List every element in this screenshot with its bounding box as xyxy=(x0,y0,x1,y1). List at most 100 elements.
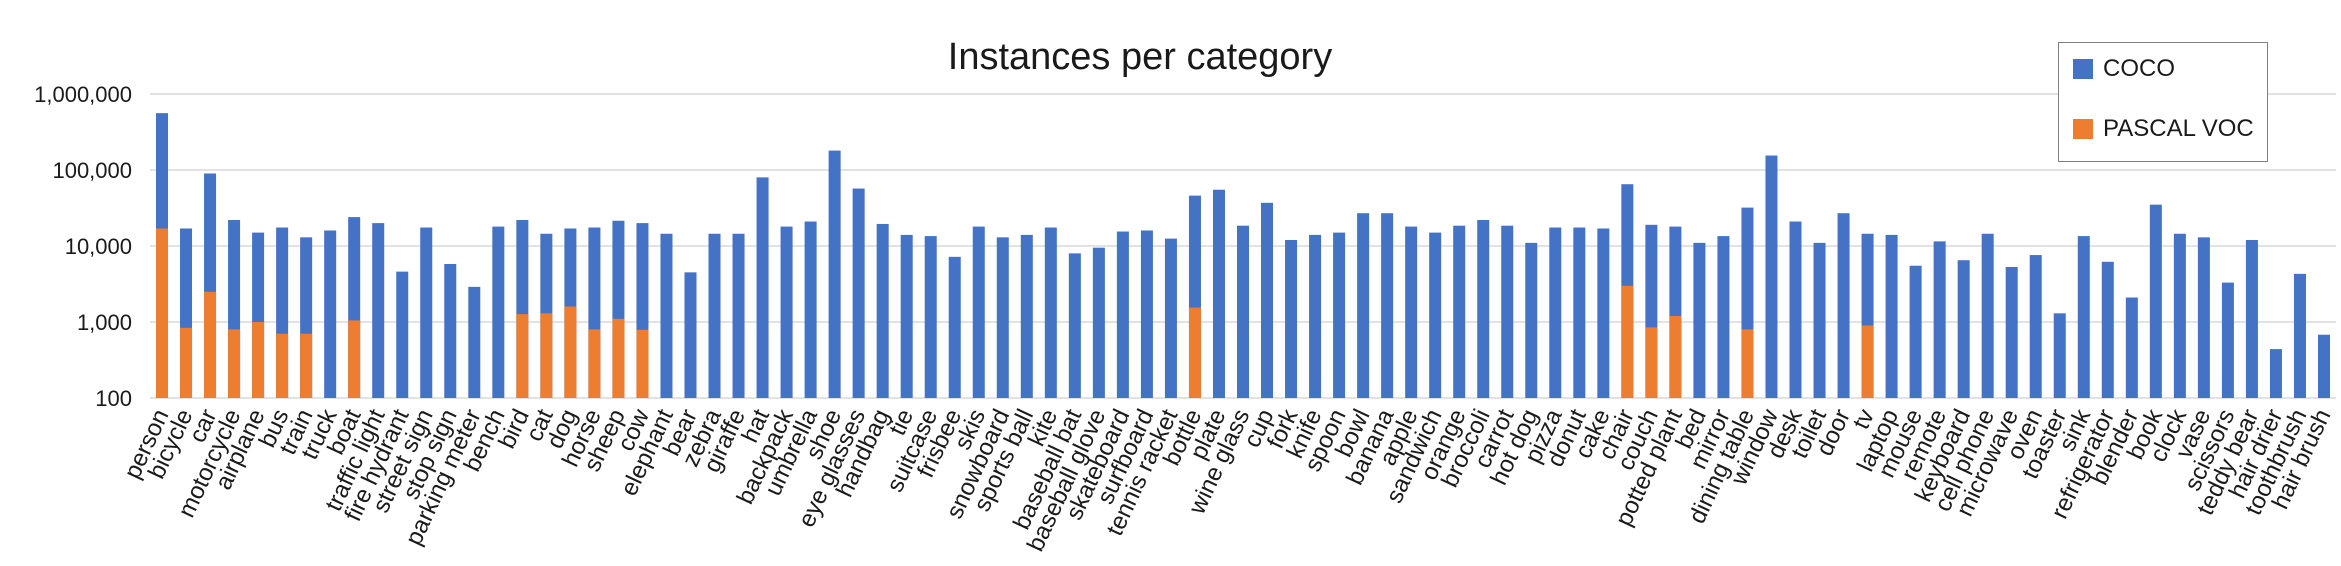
bar-coco xyxy=(372,223,385,398)
bar-pascal-voc xyxy=(1669,315,1682,398)
bar-coco xyxy=(1333,232,1346,398)
bars xyxy=(156,113,2330,399)
bar-coco xyxy=(996,237,1009,398)
bar-pascal-voc xyxy=(636,329,649,398)
bar-pascal-voc xyxy=(1188,307,1201,398)
bar-coco xyxy=(780,226,793,398)
y-tick-label: 100 xyxy=(95,386,132,411)
bar-coco xyxy=(1212,189,1225,398)
bar-coco xyxy=(2125,297,2138,398)
bar-pascal-voc xyxy=(300,333,313,398)
legend-label-pascal-voc: PASCAL VOC xyxy=(2103,115,2254,142)
bar-coco xyxy=(852,188,865,398)
bar-coco xyxy=(2005,266,2018,398)
bar-coco xyxy=(1309,234,1322,398)
legend-item-pascal-voc: PASCAL VOC xyxy=(2073,113,2254,145)
bar-coco xyxy=(2053,313,2066,398)
bar-pascal-voc xyxy=(588,329,601,398)
bar-coco xyxy=(1765,155,1778,398)
bar-coco xyxy=(1164,238,1177,398)
bar-coco xyxy=(1477,219,1490,398)
x-axis-ticks: personbicyclecarmotorcycleairplanebustra… xyxy=(119,404,2336,555)
bar-coco xyxy=(2077,236,2090,398)
bar-pascal-voc xyxy=(252,322,265,398)
bar-coco xyxy=(756,177,769,398)
bar-coco xyxy=(900,234,913,398)
bar-pascal-voc xyxy=(1741,329,1754,398)
bar-coco xyxy=(1525,242,1538,398)
bar-coco xyxy=(2293,273,2306,398)
bar-coco xyxy=(1261,202,1274,398)
y-axis-ticks: 100 1,000 10,000 100,000 1,000,000 xyxy=(34,82,132,411)
y-tick-label: 1,000,000 xyxy=(34,82,132,107)
bar-coco xyxy=(684,272,697,398)
bar-pascal-voc xyxy=(612,318,625,398)
bar-coco xyxy=(732,233,745,398)
bar-coco xyxy=(1885,234,1898,398)
bar-coco xyxy=(1957,260,1970,398)
y-tick-label: 100,000 xyxy=(52,158,132,183)
bar-coco xyxy=(1044,227,1057,398)
bar-coco xyxy=(1020,234,1033,398)
bar-coco xyxy=(2245,239,2258,398)
bar-coco xyxy=(1597,228,1610,398)
bar-coco xyxy=(2197,237,2210,398)
bar-coco xyxy=(1381,213,1394,398)
bar-pascal-voc xyxy=(276,333,289,398)
bar-coco xyxy=(1693,242,1706,398)
bar-coco xyxy=(1116,231,1129,398)
bar-coco xyxy=(1068,253,1081,398)
bar-coco xyxy=(1573,227,1586,398)
bar-coco xyxy=(1909,265,1922,398)
bar-coco xyxy=(2149,204,2162,398)
bar-pascal-voc xyxy=(516,314,529,398)
bar-coco xyxy=(324,230,337,398)
legend-swatch-pascal-voc xyxy=(2073,119,2093,139)
bar-coco xyxy=(2101,261,2114,398)
bar-coco xyxy=(972,226,985,398)
bar-coco xyxy=(924,236,937,398)
bar-coco xyxy=(1549,227,1562,398)
bar-coco xyxy=(2269,349,2282,398)
bar-coco xyxy=(2173,233,2186,398)
bar-coco xyxy=(396,271,409,398)
bar-pascal-voc xyxy=(180,327,193,398)
bar-coco xyxy=(660,233,673,398)
bar-pascal-voc xyxy=(1861,325,1874,398)
bar-pascal-voc xyxy=(540,313,553,398)
bar-coco xyxy=(1717,236,1730,398)
bar-coco xyxy=(492,226,505,398)
bar-coco xyxy=(1837,213,1850,398)
legend: COCO PASCAL VOC xyxy=(2058,42,2268,162)
bar-pascal-voc xyxy=(348,320,361,398)
bar-coco xyxy=(1357,213,1370,398)
legend-swatch-coco xyxy=(2073,59,2093,79)
y-tick-label: 1,000 xyxy=(77,310,132,335)
bar-coco xyxy=(1092,247,1105,398)
bar-coco xyxy=(1501,225,1514,398)
bar-pascal-voc xyxy=(204,291,217,398)
bar-coco xyxy=(948,256,961,398)
bar-pascal-voc xyxy=(564,306,577,398)
y-tick-label: 10,000 xyxy=(65,234,132,259)
bar-coco xyxy=(876,223,889,398)
bar-coco xyxy=(1405,226,1418,398)
bar-pascal-voc xyxy=(156,228,169,398)
bar-coco xyxy=(468,286,481,398)
legend-item-coco: COCO xyxy=(2073,53,2175,85)
legend-label-coco: COCO xyxy=(2103,55,2175,82)
bar-pascal-voc xyxy=(1621,285,1634,398)
bar-coco xyxy=(1453,225,1466,398)
bar-coco xyxy=(1236,225,1250,398)
bar-coco xyxy=(2029,255,2042,398)
chart-title: Instances per category xyxy=(947,36,1333,78)
bar-coco xyxy=(2221,282,2234,398)
bar-coco xyxy=(708,233,721,398)
bar-coco xyxy=(1981,233,1994,398)
bar-coco xyxy=(1933,241,1946,398)
bar-coco xyxy=(1789,221,1802,398)
bar-coco xyxy=(420,227,433,398)
bar-coco xyxy=(828,150,841,398)
bar-coco xyxy=(2317,334,2330,398)
